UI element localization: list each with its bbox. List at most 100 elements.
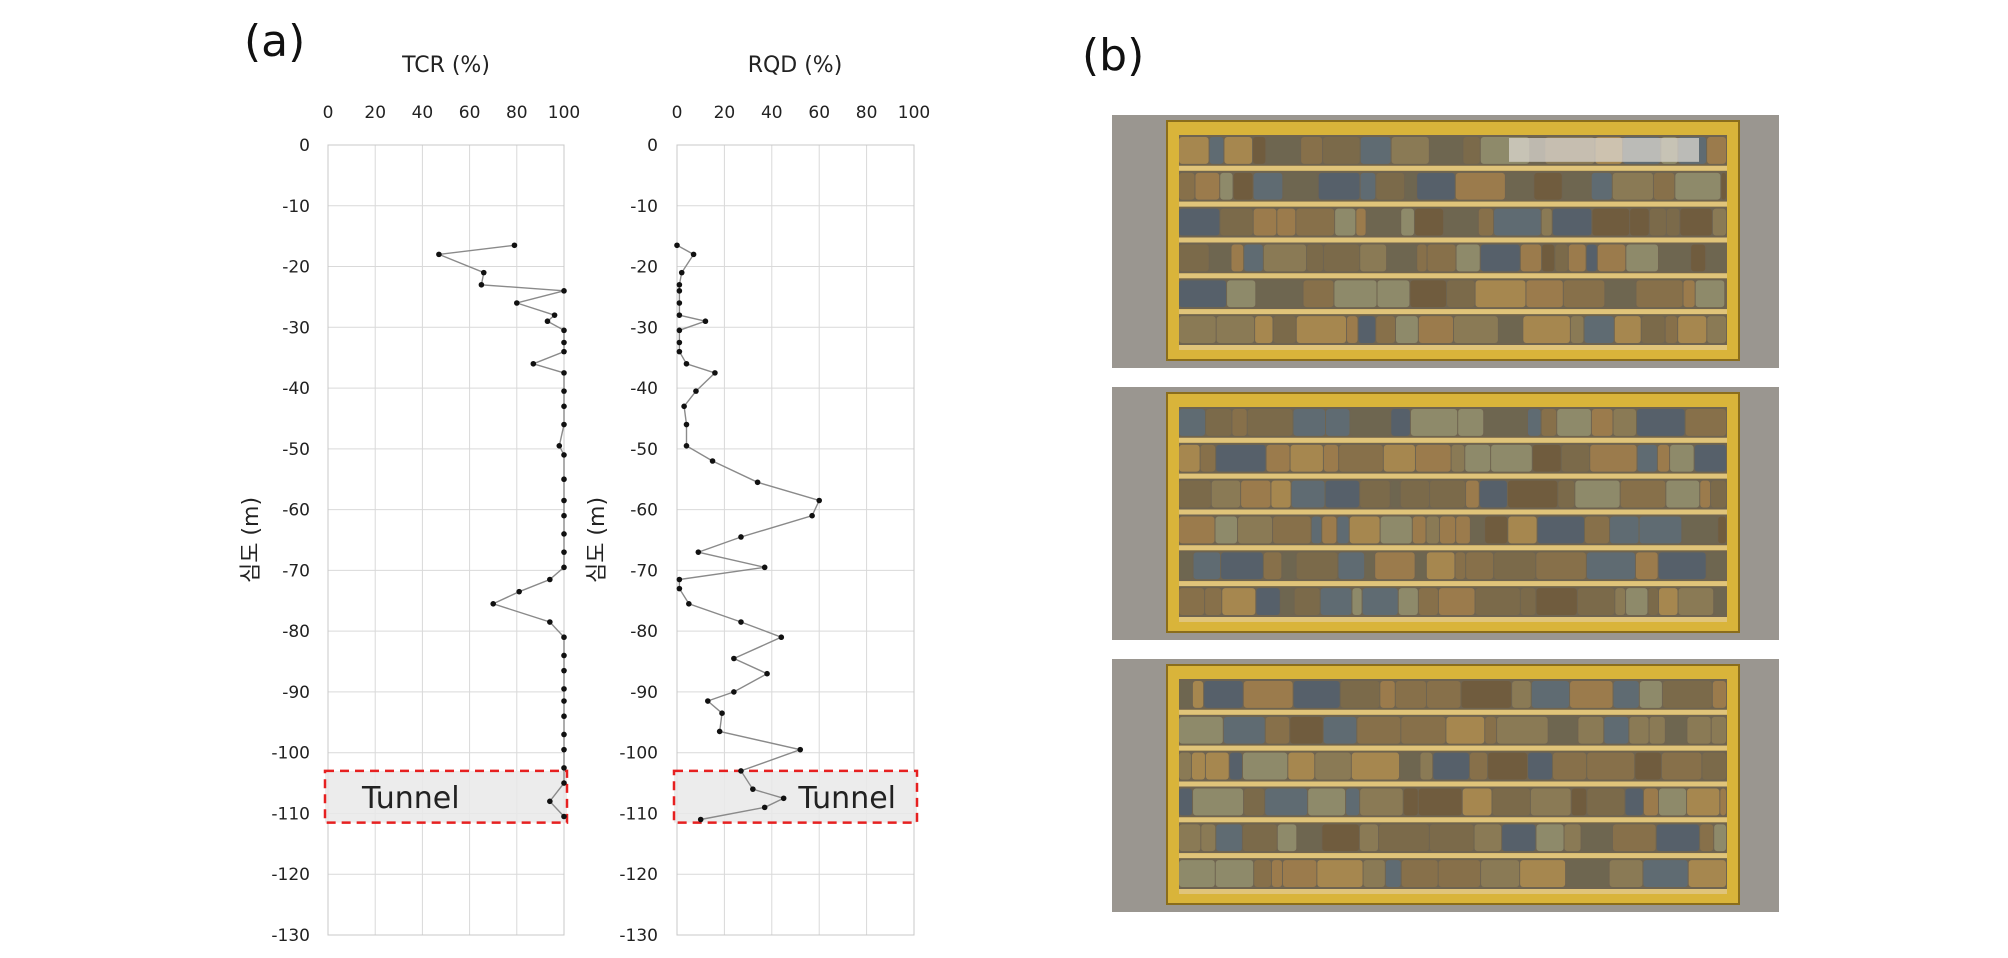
core-fragment [1179, 681, 1192, 708]
core-fragment [1480, 244, 1520, 272]
core-fragment [1466, 480, 1479, 508]
rqd-data-point [761, 564, 768, 571]
core-fragment [1604, 716, 1629, 744]
rqd-data-point [731, 689, 737, 695]
core-row [1179, 679, 1727, 715]
rqd-data-point [731, 655, 737, 662]
core-fragment [1426, 516, 1439, 544]
core-fragment [1360, 172, 1376, 200]
core-fragment [1451, 444, 1465, 472]
core-fragment [1179, 516, 1215, 544]
box-divider [1179, 781, 1727, 787]
core-fragment [1666, 208, 1680, 236]
tcr-data-point [480, 269, 487, 276]
core-fragment [1415, 552, 1426, 580]
core-fragment [1475, 280, 1526, 308]
rqd-data-point [676, 281, 683, 288]
rqd-data-point [761, 804, 768, 811]
core-fragment [1201, 824, 1216, 852]
rqd-data-point [676, 288, 683, 294]
rqd-data-point [686, 601, 692, 607]
core-fragment [1317, 860, 1363, 887]
core-fragment [1536, 588, 1577, 615]
rqd-chart-title: RQD (%) [748, 53, 843, 78]
core-fragment [1635, 752, 1661, 780]
rqd-data-point [690, 251, 697, 258]
tcr-data-point [561, 339, 567, 346]
core-fragment [1463, 137, 1480, 164]
core-fragment [1363, 860, 1385, 887]
core-fragment [1366, 208, 1401, 236]
core-fragment [1243, 752, 1288, 780]
tcr-tunnel-box [323, 769, 569, 824]
core-fragment [1587, 788, 1625, 816]
core-fragment [1412, 516, 1426, 544]
rqd-y-tick-label: -50 [630, 440, 658, 460]
core-fragment [1678, 588, 1714, 615]
core-fragment [1296, 208, 1335, 236]
core-fragment [1702, 752, 1726, 780]
rqd-y-tick-label: -100 [619, 744, 658, 764]
core-fragment [1470, 516, 1485, 544]
core-fragment [1683, 280, 1695, 308]
core-fragment [1563, 280, 1605, 308]
core-fragment [1360, 480, 1390, 508]
core-fragment [1273, 516, 1311, 544]
core-row [1179, 478, 1727, 515]
tcr-data-point [478, 281, 485, 288]
rqd-x-tick-label: 80 [856, 103, 878, 123]
box-divider [1179, 165, 1727, 171]
tcr-y-tick-label: -40 [282, 379, 310, 399]
core-fragment [1391, 409, 1410, 436]
box-divider [1179, 201, 1727, 207]
core-fragment [1682, 516, 1718, 544]
core-fragment [1584, 316, 1614, 343]
tcr-data-point [490, 601, 497, 607]
core-row [1179, 714, 1727, 751]
core-fragment [1613, 409, 1636, 436]
core-fragment [1541, 208, 1552, 236]
core-fragment [1455, 172, 1505, 200]
core-fragment [1707, 137, 1726, 164]
tcr-x-tick-label: 60 [459, 103, 481, 123]
tcr-data-point [530, 360, 537, 367]
core-fragment [1585, 516, 1610, 544]
core-fragment [1570, 681, 1613, 708]
core-fragment [1680, 208, 1712, 236]
core-fragment [1474, 824, 1502, 852]
tcr-chart: 0 20 40 60 80 100 0 -10 -20 -30 -40 -50 -60 -70 -80 -90… [239, 53, 580, 946]
box-divider [1179, 709, 1727, 715]
core-fragment [1592, 208, 1630, 236]
core-fragment [1254, 860, 1271, 887]
rqd-tunnel-zone: Tunnel [672, 769, 919, 824]
core-fragment [1410, 280, 1447, 308]
rqd-x-tick-label: 60 [808, 103, 830, 123]
core-fragment [1405, 172, 1417, 200]
core-fragment [1508, 516, 1537, 544]
rqd-plot-frame [676, 144, 915, 936]
core-fragment [1446, 716, 1485, 744]
tcr-y-tick-label: -130 [271, 926, 310, 946]
core-row [1179, 442, 1727, 479]
core-fragment [1625, 788, 1643, 816]
core-fragment [1323, 137, 1360, 164]
core-fragment [1179, 552, 1193, 580]
box-divider [1179, 237, 1727, 243]
core-fragment [1253, 137, 1266, 164]
tcr-tunnel-zone: Tunnel [323, 769, 569, 824]
core-fragment [1418, 316, 1454, 343]
core-row [1179, 786, 1727, 823]
core-fragment [1641, 316, 1665, 343]
core-fragment [1191, 752, 1205, 780]
panel-a-label: (a) [244, 16, 305, 67]
core-fragment [1318, 172, 1360, 200]
core-fragment [1456, 516, 1470, 544]
core-fragment [1590, 444, 1637, 472]
core-fragment [1358, 316, 1376, 343]
core-fragment [1649, 716, 1665, 744]
core-fragment [1568, 244, 1586, 272]
core-row [1179, 170, 1727, 207]
core-fragment [1356, 208, 1366, 236]
core-fragment [1266, 137, 1301, 164]
core-fragment [1273, 316, 1296, 343]
